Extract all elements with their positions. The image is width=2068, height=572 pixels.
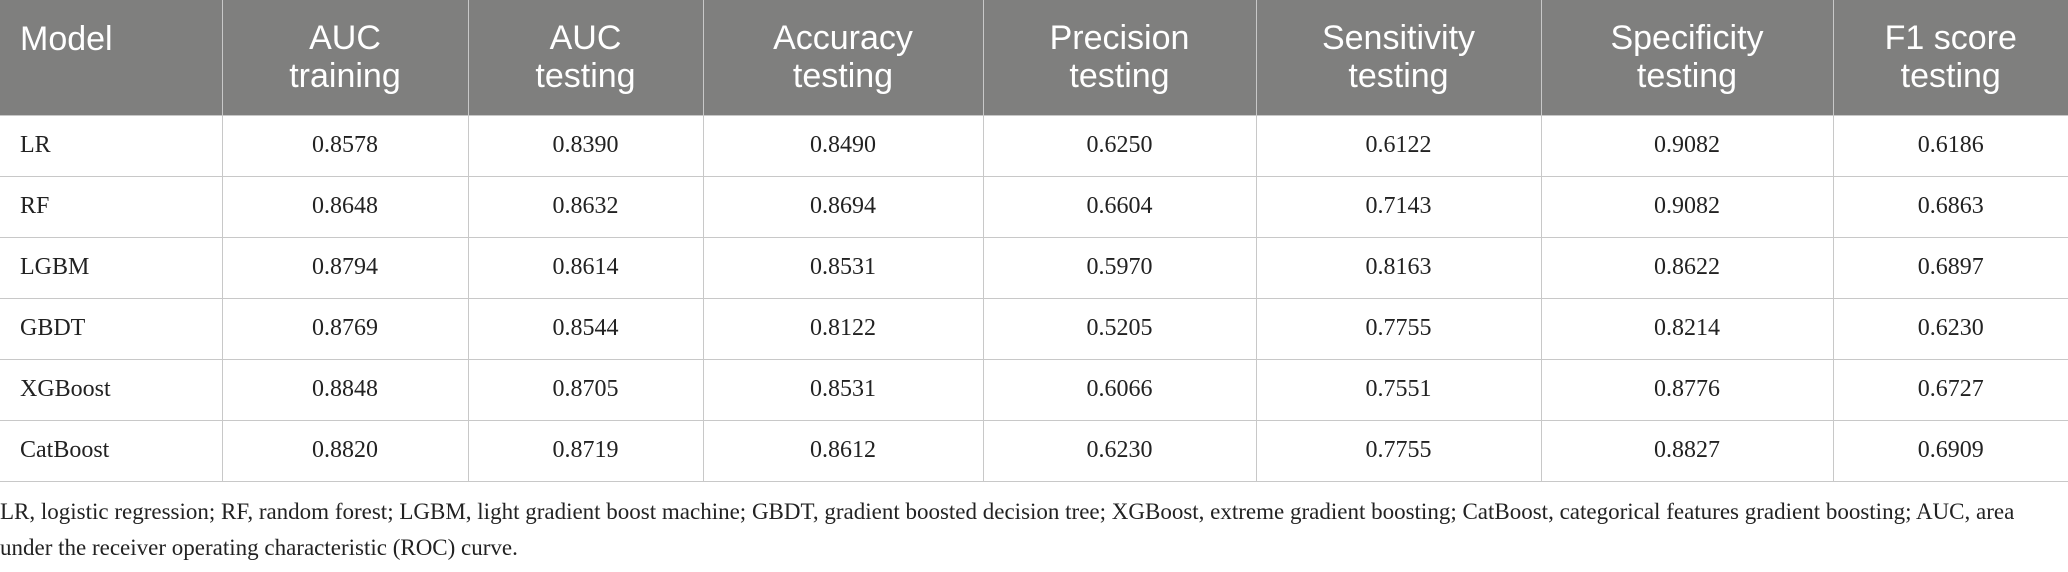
header-cell: Precision testing [982,0,1256,115]
metric-cell: 0.8694 [702,175,984,238]
header-cell: AUC training [221,0,468,115]
metric-cell: 0.8848 [221,358,469,421]
metric-cell: 0.8827 [1540,419,1834,482]
table-row: RF 0.8648 0.8632 0.8694 0.6604 0.7143 0.9082 0.… [0,175,2068,238]
metric-cell: 0.9082 [1540,114,1834,177]
model-cell: XGBoost [0,358,223,421]
metric-cell: 0.8578 [221,114,469,177]
metric-cell: 0.5970 [982,236,1257,299]
metric-cell: 0.8490 [702,114,984,177]
metric-cell: 0.6909 [1832,419,2068,482]
model-cell: LR [0,114,223,177]
metric-cell: 0.6863 [1832,175,2068,238]
table-row: CatBoost 0.8820 0.8719 0.8612 0.6230 0.7755 0.… [0,419,2068,482]
table-row: XGBoost 0.8848 0.8705 0.8531 0.6066 0.7551 0.8… [0,358,2068,421]
metric-cell: 0.8163 [1255,236,1542,299]
metric-cell: 0.8648 [221,175,469,238]
table-row: GBDT 0.8769 0.8544 0.8122 0.5205 0.7755 0.8214… [0,297,2068,360]
model-cell: RF [0,175,223,238]
model-cell: CatBoost [0,419,223,482]
metric-cell: 0.6604 [982,175,1257,238]
metric-cell: 0.7755 [1255,419,1542,482]
table-body: LR 0.8578 0.8390 0.8490 0.6250 0.6122 0.9082 0.… [0,114,2068,482]
metric-cell: 0.8632 [467,175,704,238]
metric-cell: 0.8531 [702,236,984,299]
header-cell: Sensitivity testing [1255,0,1541,115]
footnote: LR, logistic regression; RF, random fore… [0,498,2015,560]
metric-cell: 0.6066 [982,358,1257,421]
metric-cell: 0.8390 [467,114,704,177]
metric-cell: 0.8705 [467,358,704,421]
metric-cell: 0.8531 [702,358,984,421]
metric-cell: 0.8622 [1540,236,1834,299]
header-cell: Model [0,0,222,115]
metric-cell: 0.6250 [982,114,1257,177]
table-row: LGBM 0.8794 0.8614 0.8531 0.5970 0.8163 0.8622… [0,236,2068,299]
metric-cell: 0.6230 [982,419,1257,482]
header-row: Model AUC training AUC testing Accuracy tes… [0,0,2068,115]
metric-cell: 0.8769 [221,297,469,360]
metric-cell: 0.8820 [221,419,469,482]
table-row: LR 0.8578 0.8390 0.8490 0.6250 0.6122 0.9082 0.… [0,114,2068,177]
metric-cell: 0.8214 [1540,297,1834,360]
metric-cell: 0.6186 [1832,114,2068,177]
metric-cell: 0.8719 [467,419,704,482]
model-cell: LGBM [0,236,223,299]
model-cell: GBDT [0,297,223,360]
metric-cell: 0.6230 [1832,297,2068,360]
metric-cell: 0.7551 [1255,358,1542,421]
metric-cell: 0.8612 [702,419,984,482]
metric-cell: 0.7143 [1255,175,1542,238]
results-table: Model AUC training AUC testing Accuracy tes… [0,0,2068,482]
metric-cell: 0.8122 [702,297,984,360]
metric-cell: 0.9082 [1540,175,1834,238]
metric-cell: 0.6727 [1832,358,2068,421]
metric-cell: 0.6897 [1832,236,2068,299]
header-cell: Specificity testing [1540,0,1833,115]
header-cell: AUC testing [467,0,703,115]
metric-cell: 0.8776 [1540,358,1834,421]
metric-cell: 0.5205 [982,297,1257,360]
metric-cell: 0.8544 [467,297,704,360]
header-cell: Accuracy testing [702,0,983,115]
metric-cell: 0.8614 [467,236,704,299]
metric-cell: 0.7755 [1255,297,1542,360]
header-cell: F1 score testing [1832,0,2068,115]
metric-cell: 0.8794 [221,236,469,299]
metric-cell: 0.6122 [1255,114,1542,177]
